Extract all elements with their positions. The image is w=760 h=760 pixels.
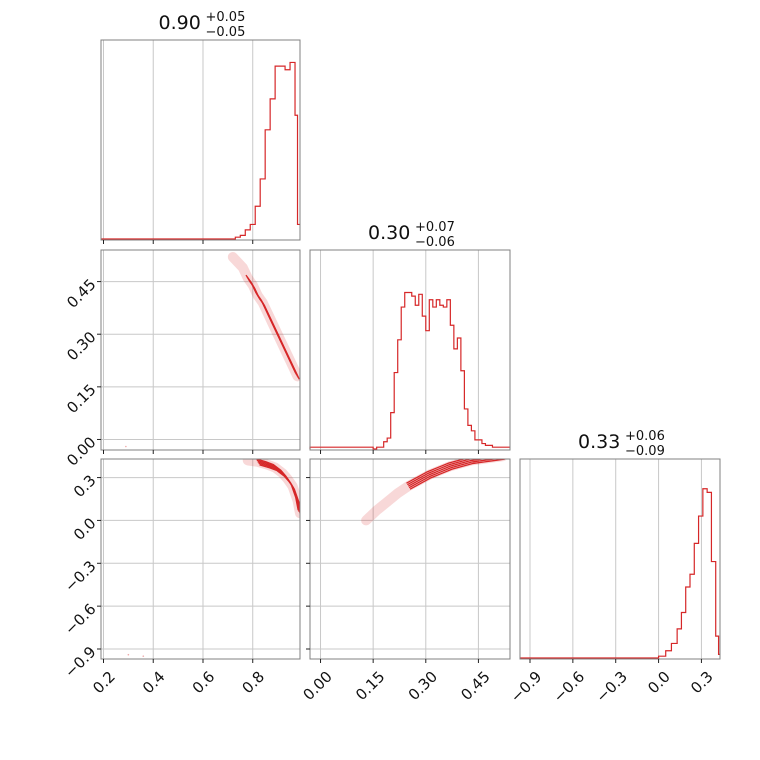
sample-point-0 — [125, 445, 127, 448]
sample-point-1 — [127, 653, 130, 656]
x-tick-label-2-4: 0.3 — [687, 668, 717, 698]
contour-outer — [361, 459, 508, 526]
param-title-0: 0.90 — [159, 12, 201, 34]
panel-frame — [519, 458, 721, 660]
x-tick-label-1-0: 0.00 — [299, 668, 335, 704]
panel-2-2: 0.33 +0.06−0.09 −0.9 −0.6 −0.3 0.0 0.3 — [507, 429, 721, 706]
panel-1-1: 0.30 +0.07−0.06 — [309, 220, 511, 454]
panel-frame — [100, 249, 301, 451]
x-tick-label-0-1: 0.4 — [139, 668, 169, 698]
contour-line-2 — [407, 459, 487, 487]
x-tick-label-2-2: −0.3 — [593, 668, 631, 706]
x-tick-label-0-0: 0.2 — [89, 668, 119, 698]
param-error-minus-0: −0.05 — [206, 25, 246, 40]
x-tick-label-1-2: 0.30 — [405, 668, 441, 704]
param-error-plus-2: +0.06 — [625, 429, 665, 444]
y-tick-label-1-0: 0.00 — [63, 433, 99, 469]
histogram-line-0 — [101, 61, 300, 240]
density-contours — [127, 459, 300, 657]
density-contours — [361, 459, 508, 526]
y-tick-label-1-2: 0.30 — [63, 328, 99, 364]
panel-frame — [309, 458, 511, 660]
param-error-plus-1: +0.07 — [415, 220, 455, 235]
panel-frame — [309, 249, 511, 451]
y-tick-label-2-0: −0.9 — [61, 643, 99, 681]
histogram-line-2 — [520, 488, 720, 659]
contour-outer — [227, 252, 300, 382]
y-tick-label-1-3: 0.45 — [63, 275, 99, 311]
x-tick-label-0-3: 0.8 — [238, 668, 268, 698]
panel-0-0: 0.90 +0.05−0.05 — [100, 10, 301, 244]
contour-line-4 — [409, 459, 505, 490]
param-title-2: 0.33 — [578, 431, 620, 453]
param-error-plus-0: +0.05 — [206, 10, 246, 25]
param-error-minus-1: −0.06 — [415, 235, 455, 250]
x-tick-label-2-1: −0.6 — [550, 668, 588, 706]
x-tick-label-2-3: 0.0 — [644, 668, 674, 698]
param-error-minus-2: −0.09 — [625, 444, 665, 459]
panel-frame — [100, 39, 301, 241]
y-tick-label-2-2: −0.3 — [61, 557, 99, 595]
x-tick-label-2-0: −0.9 — [507, 668, 545, 706]
panel-1-0: 0.00 0.15 0.30 0.45 — [63, 249, 301, 470]
sample-point-0 — [142, 655, 145, 657]
density-contours — [125, 252, 300, 448]
panel-frame — [100, 458, 301, 660]
contour-line-3 — [408, 459, 499, 489]
histogram-line-1 — [309, 291, 510, 450]
y-tick-label-2-3: 0.0 — [70, 514, 100, 544]
contour-line-0 — [406, 459, 467, 484]
y-tick-label-2-4: 0.3 — [70, 471, 100, 501]
y-tick-label-2-1: −0.6 — [61, 600, 99, 638]
y-tick-label-1-1: 0.15 — [63, 381, 99, 417]
x-tick-label-1-1: 0.15 — [352, 668, 388, 704]
panel-2-0: 0.2 0.4 0.6 0.8 −0.9 −0.6 −0.3 0.0 0.3 — [61, 458, 301, 698]
x-tick-label-1-3: 0.45 — [457, 668, 493, 704]
x-tick-label-0-2: 0.6 — [189, 668, 219, 698]
contour-line-4 — [259, 464, 300, 511]
param-title-1: 0.30 — [368, 222, 410, 244]
panel-2-1: 0.00 0.15 0.30 0.45 — [299, 458, 511, 704]
contour-line-1 — [407, 459, 475, 486]
contour-line-4 — [249, 280, 300, 380]
